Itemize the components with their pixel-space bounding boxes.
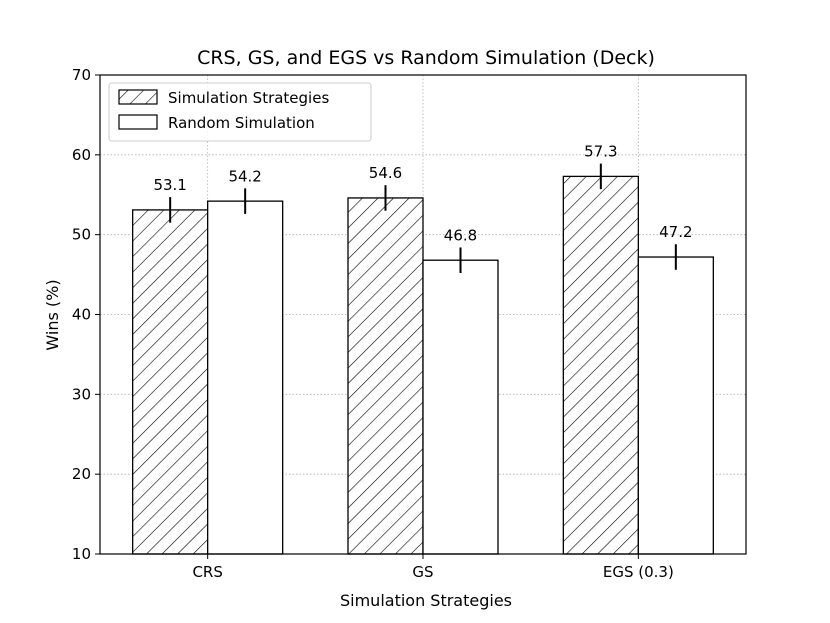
- y-tick-label: 70: [72, 66, 91, 84]
- legend-label: Random Simulation: [168, 114, 315, 132]
- legend-swatch: [118, 89, 158, 105]
- y-tick-label: 40: [72, 306, 91, 324]
- legend-label: Simulation Strategies: [168, 89, 329, 107]
- x-tick-label: EGS (0.3): [603, 563, 674, 581]
- y-axis-title: Wins (%): [43, 279, 62, 350]
- x-axis-title: Simulation Strategies: [340, 591, 512, 610]
- bar-random: [422, 259, 499, 555]
- data-label: 57.3: [584, 143, 617, 161]
- bar-strategy: [562, 175, 639, 555]
- data-label: 53.1: [153, 176, 186, 194]
- legend-box: [108, 82, 372, 142]
- y-tick-label: 50: [72, 226, 91, 244]
- chart-title: CRS, GS, and EGS vs Random Simulation (D…: [197, 47, 655, 69]
- data-label: 54.6: [369, 164, 402, 182]
- y-tick-label: 30: [72, 385, 91, 403]
- bar-random: [637, 256, 714, 555]
- legend-swatch: [118, 114, 158, 130]
- bar-strategy: [132, 209, 209, 555]
- y-tick-label: 60: [72, 146, 91, 164]
- data-label: 47.2: [659, 223, 692, 241]
- y-tick-label: 10: [72, 545, 91, 563]
- data-label: 54.2: [228, 167, 261, 185]
- y-tick-label: 20: [72, 465, 91, 483]
- bar-random: [207, 200, 284, 555]
- data-label: 46.8: [444, 226, 477, 244]
- x-tick-label: CRS: [192, 563, 222, 581]
- x-tick-label: GS: [412, 563, 433, 581]
- bar-strategy: [347, 197, 424, 555]
